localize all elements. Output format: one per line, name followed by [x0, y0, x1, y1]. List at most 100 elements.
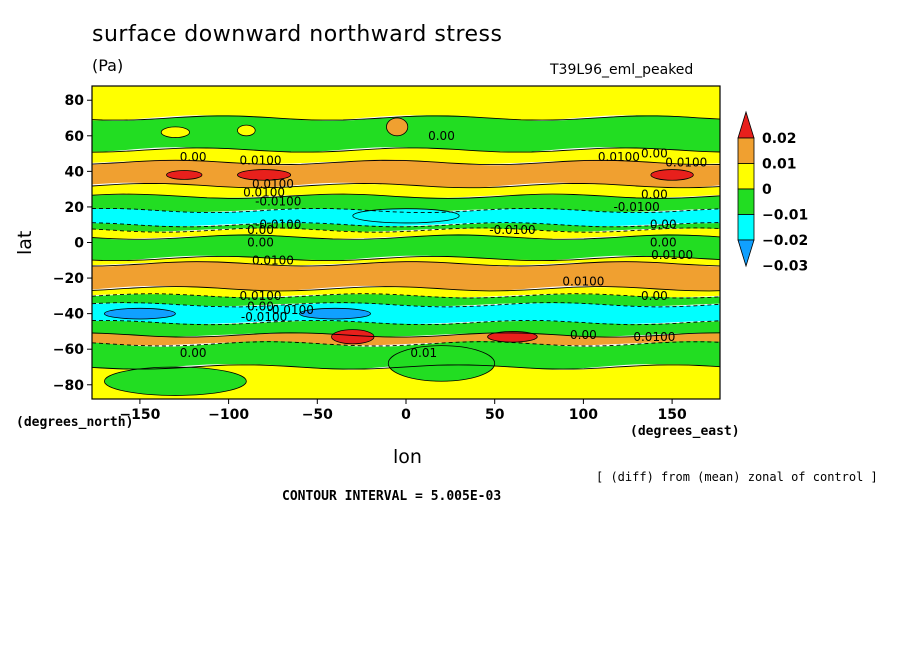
- contour-line: [92, 364, 720, 370]
- contour-band: [92, 294, 720, 307]
- contour-blob: [104, 307, 176, 320]
- contour-label: 0.00: [247, 223, 274, 237]
- legend-swatch: [737, 163, 755, 190]
- y-tick-label: −20: [53, 271, 84, 287]
- contour-label: 0.00: [570, 328, 597, 342]
- y-tick-label: −60: [53, 342, 84, 358]
- contour-blob: [352, 208, 460, 224]
- contour-blob: [104, 366, 247, 396]
- contour-label: 0.0100: [598, 150, 640, 164]
- contour-blob: [386, 117, 409, 137]
- contour-band: [92, 234, 720, 262]
- y-tick-label: −40: [53, 307, 84, 323]
- legend-label: 0.02: [762, 131, 797, 147]
- contour-band: [92, 115, 720, 153]
- contour-line: [92, 332, 720, 338]
- axis-ticks: −150 −100 −50 0 50 100 150 80 60 40 20 0 −20 −40 −60 −8…: [53, 93, 687, 423]
- contour-line: [92, 183, 720, 189]
- colorbar-legend: 0.02 0.01 0 −0.01 −0.02 −0.03: [737, 110, 808, 275]
- contour-band: [92, 86, 720, 121]
- contour-line: [92, 115, 720, 121]
- y-units-label: (degrees_north): [16, 415, 134, 430]
- legend-label: 0: [762, 182, 772, 198]
- contour-line: [92, 159, 720, 166]
- contour-line: [92, 255, 720, 262]
- contour-label: 0.00: [247, 300, 274, 314]
- contour-band: [92, 228, 720, 239]
- contour-band: [92, 159, 720, 189]
- contour-label: 0.0100: [562, 275, 604, 289]
- contour-blob: [237, 124, 256, 137]
- contour-band: [92, 261, 720, 292]
- contour-band: [92, 303, 720, 325]
- contour-blob: [299, 307, 371, 320]
- contour-label: 0.01: [410, 346, 437, 360]
- contour-label: 0.00: [641, 289, 668, 303]
- legend-label: −0.01: [762, 208, 808, 224]
- contour-label: 0.0100: [240, 289, 282, 303]
- contour-label: -0.0100: [255, 218, 301, 232]
- contour-band: [92, 320, 720, 337]
- contour-label: 0.0100: [243, 186, 285, 200]
- contour-label: 0.0100: [252, 253, 294, 267]
- contour-blob: [237, 169, 292, 181]
- legend-label: 0.01: [762, 157, 797, 173]
- contour-line: [92, 261, 720, 267]
- contour-blob: [387, 345, 496, 382]
- legend-swatch: [737, 188, 755, 215]
- contour-blob: [650, 169, 694, 181]
- x-units-label: (degrees_east): [630, 424, 740, 439]
- contour-band: [92, 333, 720, 346]
- contour-label: 0.0100: [651, 248, 693, 262]
- legend-label: −0.03: [762, 259, 808, 275]
- y-tick-label: 0: [74, 236, 84, 252]
- contour-line: [92, 286, 720, 292]
- contour-label: -0.0100: [613, 200, 659, 214]
- contour-label: 0.00: [180, 346, 207, 360]
- x-tick-label: 0: [401, 407, 411, 423]
- contour-interval: CONTOUR INTERVAL = 5.005E-03: [282, 489, 502, 504]
- contour-band: [92, 184, 720, 198]
- y-tick-label: 20: [65, 200, 85, 216]
- contour-label: -0.0100: [268, 303, 314, 317]
- y-axis-label: lat: [14, 230, 36, 255]
- contour-band: [92, 194, 720, 213]
- legend-swatch: [737, 137, 755, 164]
- contour-line: [92, 234, 720, 240]
- x-tick-label: 50: [485, 407, 505, 423]
- y-tick-label: 40: [65, 164, 85, 180]
- contour-blob: [166, 170, 203, 180]
- x-tick-label: 100: [569, 407, 598, 423]
- x-tick-label: −100: [208, 407, 249, 423]
- units-label: (Pa): [92, 56, 124, 75]
- x-tick-label: −50: [302, 407, 333, 423]
- contour-label: 0.0100: [633, 330, 675, 344]
- contour-label: 0.00: [641, 147, 668, 161]
- dataset-label: T39L96_eml_peaked: [550, 62, 694, 78]
- contour-label: 0.0100: [240, 154, 282, 168]
- contour-label: 0.00: [650, 236, 677, 250]
- contour-blob: [160, 126, 190, 138]
- contour-label: 0.00: [650, 218, 677, 232]
- contour-blob: [487, 331, 538, 343]
- legend-swatch: [737, 214, 755, 241]
- y-tick-label: 80: [65, 93, 85, 109]
- contour-labels-layer: 0.000.00 0.0100 0.0100 0.01000.000.01000.01…: [180, 129, 708, 360]
- legend-label: −0.02: [762, 233, 808, 249]
- contour-line: [92, 193, 720, 199]
- contour-label: 0.00: [428, 129, 455, 143]
- legend-arrow-bottom: [737, 239, 755, 268]
- contour-label: 0.0100: [252, 177, 294, 191]
- contour-label: 0.00: [641, 187, 668, 201]
- y-tick-label: 60: [65, 129, 85, 145]
- x-tick-label: −150: [119, 407, 160, 423]
- contour-band: [92, 364, 720, 399]
- y-tick-label: −80: [53, 378, 84, 394]
- difference-note: [ (diff) from (mean) zonal of control ]: [596, 470, 878, 484]
- contour-blob: [331, 329, 375, 345]
- contour-label: -0.0100: [255, 195, 301, 209]
- contour-label: 0.00: [180, 150, 207, 164]
- chart-title: surface downward northward stress: [92, 22, 503, 47]
- contour-lines-layer: [92, 115, 720, 370]
